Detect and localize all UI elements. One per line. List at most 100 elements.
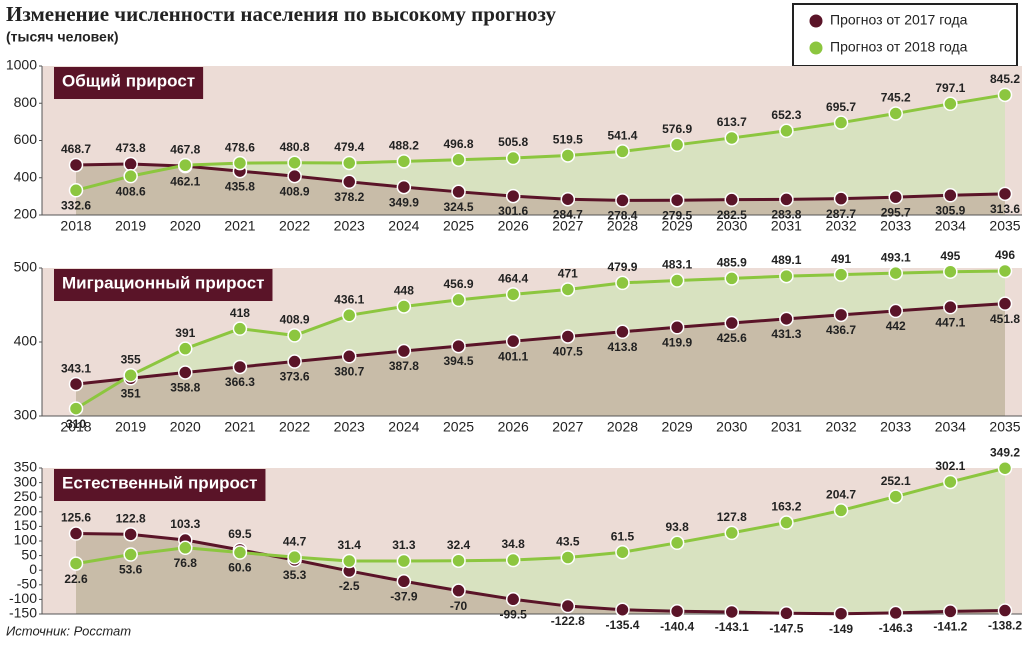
x-tick-label: 2026	[498, 419, 529, 435]
point	[997, 603, 1013, 618]
point	[396, 299, 412, 314]
point	[451, 583, 466, 598]
point	[396, 343, 412, 359]
legend-marker	[808, 13, 824, 29]
point	[123, 547, 138, 562]
data-label: 467.8	[170, 142, 200, 156]
point	[724, 271, 740, 286]
point	[888, 106, 903, 121]
data-label: 163.2	[771, 500, 801, 514]
point	[615, 193, 630, 208]
data-label: 652.3	[771, 108, 801, 122]
point	[943, 299, 958, 315]
point	[779, 268, 794, 284]
x-tick-label: 2033	[880, 218, 911, 234]
y-tick-label: -50	[17, 576, 37, 592]
data-label: 127.8	[717, 510, 747, 524]
data-label: 125.6	[61, 511, 91, 525]
data-label: -141.2	[933, 620, 967, 634]
point	[669, 273, 685, 288]
data-label: 491	[831, 252, 851, 266]
point	[287, 328, 302, 343]
y-tick-label: 300	[14, 473, 38, 489]
point	[178, 540, 193, 556]
point	[123, 368, 138, 383]
data-label: 419.9	[662, 335, 692, 349]
point	[396, 179, 412, 195]
data-label: 418	[230, 306, 250, 320]
data-label: 408.9	[280, 184, 310, 198]
point	[943, 96, 958, 112]
point	[232, 155, 248, 171]
panel-title: Общий прирост	[62, 71, 195, 90]
point	[232, 545, 248, 560]
point	[287, 354, 302, 369]
panel-title: Миграционный прирост	[62, 273, 264, 292]
x-tick-label: 2033	[880, 419, 911, 435]
point	[68, 157, 84, 173]
point	[178, 157, 193, 173]
point	[396, 154, 412, 169]
data-label: 366.3	[225, 375, 255, 389]
data-label: 279.5	[662, 208, 692, 222]
x-tick-label: 2020	[170, 419, 201, 435]
x-tick-label: 2028	[607, 419, 638, 435]
point	[560, 550, 576, 565]
legend-marker	[808, 40, 824, 56]
data-label: 797.1	[935, 81, 965, 95]
legend-label: Прогноз от 2017 года	[830, 12, 968, 28]
point	[833, 115, 849, 130]
data-label: 332.6	[61, 198, 91, 212]
point	[615, 544, 630, 560]
data-label: 425.6	[717, 331, 747, 345]
x-tick-label: 2018	[60, 419, 91, 435]
point	[505, 592, 521, 607]
point	[396, 553, 412, 569]
data-label: 479.4	[334, 140, 364, 154]
x-tick-label: 2034	[935, 218, 966, 234]
point	[833, 606, 849, 621]
data-label: -149	[829, 622, 853, 636]
point	[779, 515, 794, 530]
source: Источник: Росстат	[6, 623, 131, 638]
data-label: 44.7	[283, 534, 307, 548]
x-tick-label: 2030	[716, 419, 747, 435]
data-label: 496	[995, 248, 1015, 262]
x-tick-label: 2022	[279, 218, 310, 234]
point	[615, 324, 630, 340]
point	[833, 267, 849, 282]
data-label: -147.5	[769, 621, 803, 635]
data-label: 407.5	[553, 345, 583, 359]
point	[833, 307, 849, 323]
point	[943, 474, 958, 490]
data-label: 343.1	[61, 361, 91, 375]
point	[505, 188, 521, 204]
data-label: 60.6	[228, 561, 252, 575]
data-label: 408.9	[280, 313, 310, 327]
data-label: 358.8	[170, 381, 200, 395]
data-label: 283.8	[771, 208, 801, 222]
point	[779, 606, 794, 621]
point	[943, 188, 958, 203]
data-label: -146.3	[879, 621, 913, 635]
x-tick-label: 2020	[170, 218, 201, 234]
point	[888, 489, 903, 504]
data-label: 380.7	[334, 364, 364, 378]
data-label: -122.8	[551, 614, 585, 628]
x-tick-label: 2024	[388, 218, 419, 234]
point	[68, 183, 84, 198]
x-tick-label: 2024	[388, 419, 419, 435]
x-tick-label: 2035	[989, 419, 1020, 435]
y-tick-label: 0	[29, 561, 37, 577]
point	[888, 265, 903, 281]
panel-title: Естественный прирост	[62, 473, 257, 492]
x-tick-label: 2021	[224, 419, 255, 435]
area	[76, 164, 1005, 215]
data-label: -70	[450, 599, 468, 613]
data-label: 324.5	[444, 200, 474, 214]
data-label: 301.6	[498, 204, 528, 218]
point	[724, 604, 740, 620]
point	[123, 156, 138, 172]
data-label: 378.2	[334, 190, 364, 204]
data-label: 483.1	[662, 258, 692, 272]
